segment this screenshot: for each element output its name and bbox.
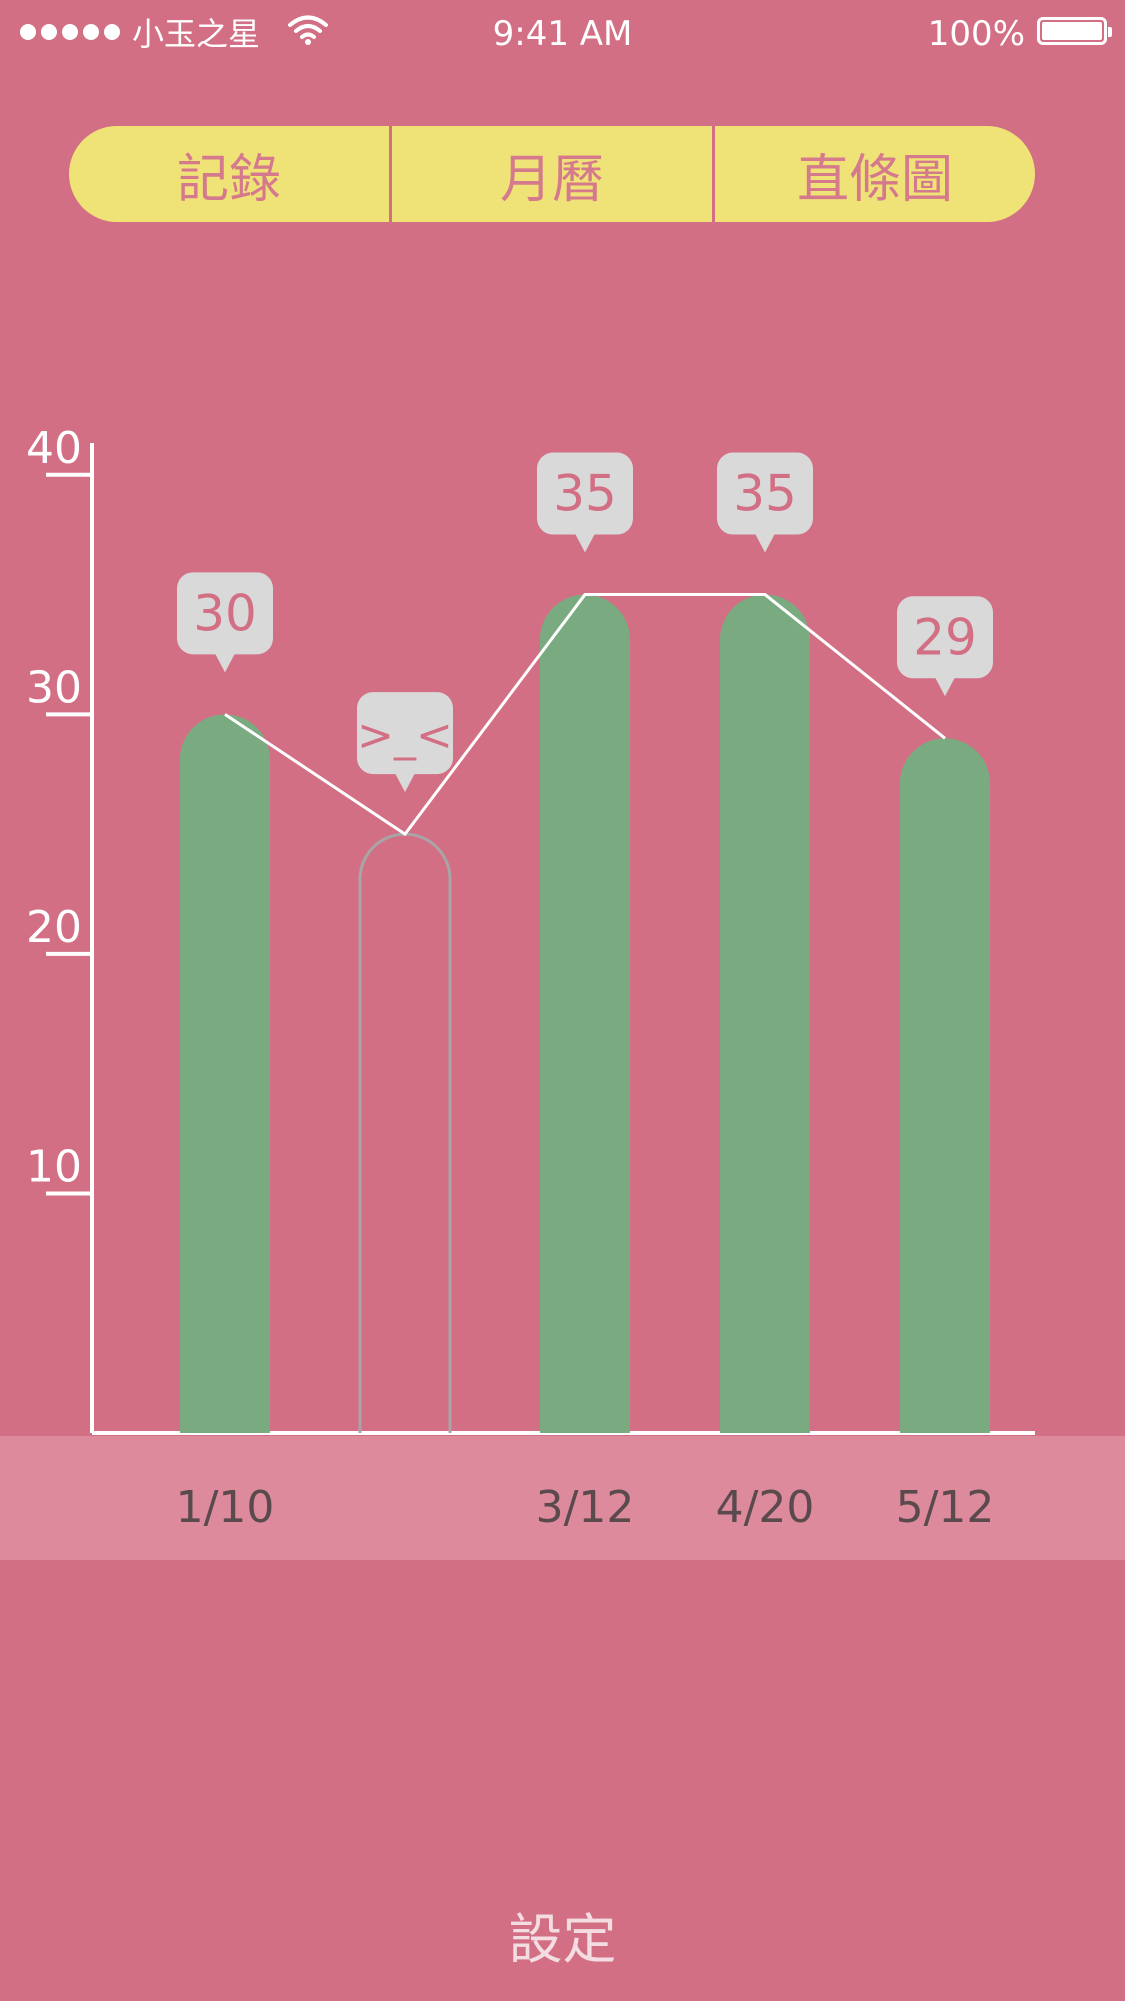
- data-label-pointer-3: [575, 533, 595, 553]
- data-label-bubble-5: [897, 596, 993, 679]
- x-tick-label-5: 5/12: [896, 1482, 995, 1533]
- signal-strength-icon: [20, 24, 120, 40]
- y-tick-label-10: 10: [26, 1141, 82, 1192]
- data-label-2: >_<: [357, 710, 453, 761]
- data-label-pointer-5: [935, 677, 955, 697]
- y-tick-label-30: 30: [26, 662, 82, 713]
- data-label-bubble-4: [717, 452, 813, 535]
- data-label-3: 35: [553, 465, 617, 523]
- status-time: 9:41 AM: [492, 14, 633, 54]
- data-label-pointer-1: [215, 653, 235, 673]
- y-tick-label-20: 20: [26, 902, 82, 953]
- bar-chart: 10 20 30 40 30 >_< 35 35 29 1/10 3/12 4/20 5/12: [26, 423, 1035, 1533]
- data-label-pointer-2: [395, 773, 415, 793]
- battery-icon: [1037, 17, 1112, 45]
- data-label-bubble-3: [537, 452, 633, 535]
- bar-4: [720, 594, 810, 1433]
- y-tick-label-40: 40: [26, 423, 82, 474]
- bar-3: [540, 594, 630, 1433]
- x-tick-label-4: 4/20: [716, 1482, 815, 1533]
- data-label-5: 29: [913, 608, 977, 666]
- bar-5: [900, 738, 990, 1433]
- bar-placeholder-2: [358, 832, 452, 1433]
- carrier-name: 小玉之星: [132, 15, 261, 53]
- settings-button[interactable]: 設定: [508, 1908, 617, 1971]
- x-tick-label-1: 1/10: [176, 1482, 275, 1533]
- tab-bar-chart[interactable]: 直條圖: [712, 126, 1035, 222]
- segmented-tabs: 記錄 月曆 直條圖: [69, 126, 1035, 222]
- data-label-pointer-4: [755, 533, 775, 553]
- data-label-bubble-2: [357, 692, 453, 775]
- x-tick-label-3: 3/12: [536, 1482, 635, 1533]
- trend-line: [224, 593, 946, 837]
- status-bar: 小玉之星 9:41 AM 100%: [0, 0, 1125, 66]
- battery-percentage: 100%: [927, 14, 1025, 54]
- data-label-bubble-1: [177, 572, 273, 655]
- tab-record[interactable]: 記錄: [176, 149, 281, 210]
- wifi-icon: [288, 15, 328, 45]
- data-label-1: 30: [193, 584, 257, 642]
- tab-calendar[interactable]: 月曆: [389, 126, 712, 222]
- x-axis-label-band: [0, 1436, 1125, 1560]
- data-label-4: 35: [733, 465, 797, 523]
- bar-1: [180, 714, 270, 1433]
